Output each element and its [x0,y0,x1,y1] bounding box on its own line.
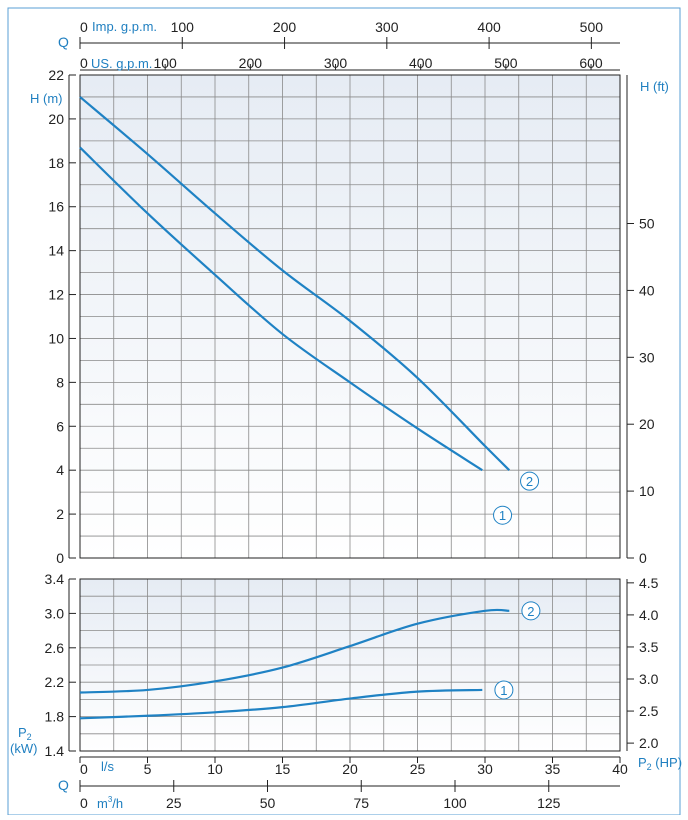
head-panel-border [79,74,621,559]
head-y-tick-label: 6 [56,418,64,434]
head-y-tick-label: 10 [48,330,64,346]
p2-kw-unit: (kW) [10,741,37,756]
imp-gpm-tick-label: 500 [580,19,604,35]
power-grid [80,579,620,751]
head-y-tick-label: 2 [56,506,64,522]
p2-hp-p: P [638,755,647,770]
head-grid [80,75,620,558]
head-y2-tick-label: 30 [639,349,655,365]
head-y-tick-label: 4 [56,462,64,478]
imp-gpm-tick-label: 0 [80,19,88,35]
power-y-tick-label: 2.6 [45,640,65,656]
power-y2-tick-label: 2.0 [639,735,659,751]
q-label-bottom: Q [58,777,69,793]
ls-tick-label: 10 [207,761,223,777]
head-curve-label-1-circle [493,505,513,525]
power-y-tick-label: 1.4 [45,743,65,759]
head-y-tick-label: 20 [48,111,64,127]
p2-kw-sub: 2 [27,732,32,742]
us-gpm-tick-label: 400 [409,55,433,71]
power-y-tick-label: 3.4 [45,571,65,587]
imp-gpm-tick-label: 400 [477,19,501,35]
head-y-tick-label: 16 [48,199,64,215]
us-gpm-tick-label: 0 [80,55,88,71]
power-y2-tick-label: 3.0 [639,671,659,687]
power-y2-tick-label: 4.0 [639,607,659,623]
m3h-label: m3/h [97,795,123,811]
power-y2-tick-label: 2.5 [639,703,659,719]
h-ft-label: H (ft) [640,79,669,94]
m3h-tick-label: 125 [537,795,561,811]
us-gpm-tick-label: 200 [239,55,263,71]
head-curve-1 [79,146,483,472]
head-curve-2 [79,96,511,471]
m3h-tick-label: 50 [260,795,276,811]
head-y2-tick-label: 0 [639,550,647,566]
power-panel-border [79,578,621,752]
m3h-tick-label: 0 [80,795,88,811]
power-curve-1 [79,688,483,720]
m3h-tick-label: 75 [353,795,369,811]
head-y2-tick-label: 10 [639,483,655,499]
head-y2-tick-label: 50 [639,216,655,232]
curves-group: 1 2 1 2 [79,96,541,720]
imp-gpm-tick-label: 300 [375,19,399,35]
head-y-tick-label: 8 [56,374,64,390]
power-y-tick-label: 2.2 [45,674,65,690]
head-y-tick-label: 14 [48,243,64,259]
power-curve-label-2-circle [521,601,541,621]
us-gpm-tick-label: 600 [579,55,603,71]
head-curve-label-2: 2 [526,474,533,489]
us-gpm-tick-label: 500 [494,55,518,71]
imp-gpm-tick-label: 200 [273,19,297,35]
power-curve-label-2: 2 [527,604,534,619]
h-m-label: H (m) [30,91,63,106]
ls-label: l/s [101,759,115,774]
ls-tick-label: 25 [410,761,426,777]
m3h-sup: 3 [108,795,113,804]
ls-tick-label: 5 [144,761,152,777]
tick-labels: 0246810121416182022010203040501.41.82.22… [45,19,659,811]
p2-hp-unit: (HP) [652,755,682,770]
ls-tick-label: 0 [80,761,88,777]
ls-tick-label: 40 [612,761,628,777]
head-y2-tick-label: 40 [639,282,655,298]
head-y2-tick-label: 20 [639,416,655,432]
imp-gpm-label: Imp. g.p.m. [92,19,157,34]
m3h-tail: /h [112,796,123,811]
m3h-m: m [97,796,108,811]
power-curve-label-1: 1 [500,683,507,698]
power-y2-tick-label: 3.5 [639,639,659,655]
power-curve-label-1-circle [494,680,514,700]
us-gpm-tick-label: 300 [324,55,348,71]
head-y-tick-label: 22 [48,67,64,83]
q-label-top: Q [58,34,69,50]
head-y-tick-label: 18 [48,155,64,171]
head-curve-label-1: 1 [499,508,506,523]
head-curve-label-2-circle [520,471,540,491]
ls-tick-label: 35 [545,761,561,777]
power-y-tick-label: 1.8 [45,709,65,725]
p2-hp-sub: 2 [647,762,652,772]
m3h-tick-label: 100 [443,795,467,811]
ls-tick-label: 20 [342,761,358,777]
head-y-tick-label: 0 [56,550,64,566]
power-y-tick-label: 3.0 [45,605,65,621]
power-curve-2 [79,608,510,694]
axes-group [68,37,634,792]
p2-kw-label: P2 [18,725,32,742]
ls-tick-label: 15 [275,761,291,777]
m3h-tick-label: 25 [166,795,182,811]
imp-gpm-tick-label: 100 [171,19,195,35]
p2-kw-p: P [18,725,27,740]
power-y2-tick-label: 4.5 [639,575,659,591]
ls-tick-label: 30 [477,761,493,777]
us-gpm-label: US. g.p.m. [91,56,152,71]
us-gpm-tick-label: 100 [153,55,177,71]
p2-hp-label: P2 (HP) [638,755,682,772]
head-y-tick-label: 12 [48,287,64,303]
